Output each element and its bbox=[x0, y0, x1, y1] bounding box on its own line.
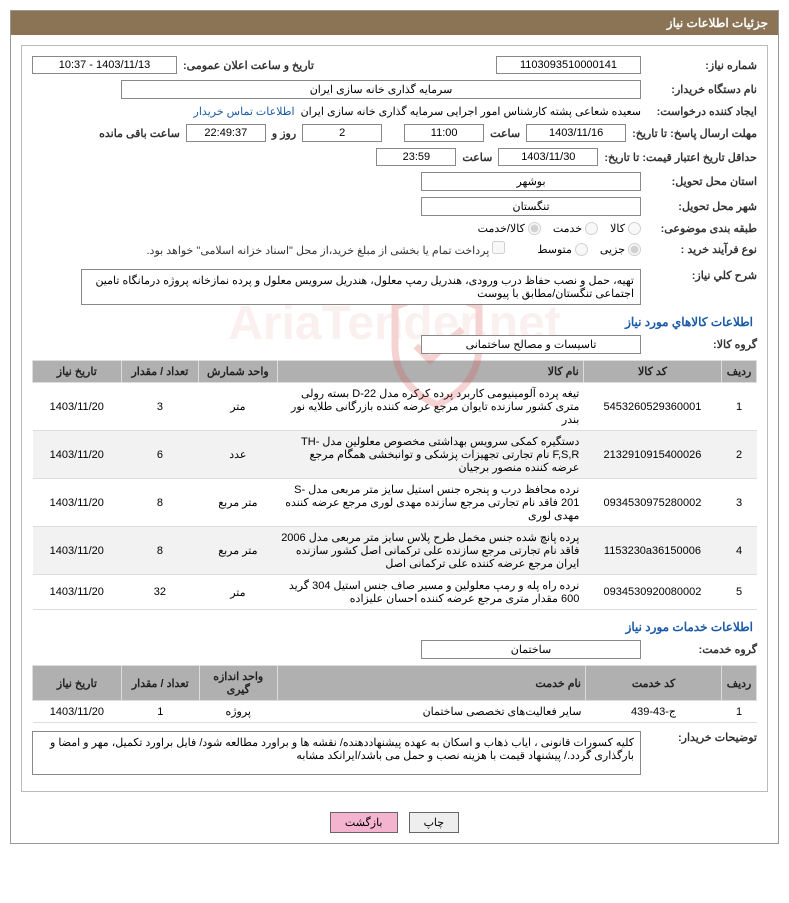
th-qty: تعداد / مقدار bbox=[121, 361, 199, 383]
th-idx: رديف bbox=[722, 361, 757, 383]
label-hour1: ساعت bbox=[490, 127, 520, 140]
label-buyer-desc: توضیحات خریدار: bbox=[647, 731, 757, 744]
field-goods-group: تاسیسات و مصالح ساختمانی bbox=[421, 335, 641, 354]
field-city: تنگستان bbox=[421, 197, 641, 216]
goods-table: رديف کد کالا نام کالا واحد شمارش تعداد /… bbox=[32, 360, 757, 610]
field-service-group: ساختمان bbox=[421, 640, 641, 659]
label-valid: حداقل تاریخ اعتبار قیمت: تا تاریخ: bbox=[604, 151, 757, 164]
window-title: جزئیات اطلاعات نیاز bbox=[11, 11, 778, 35]
th-ndate: تاریخ نیاز bbox=[33, 361, 122, 383]
field-deadline-time: 11:00 bbox=[404, 124, 484, 142]
table-row: 15453260529360001تیغه پرده آلومینیومی کا… bbox=[33, 383, 757, 431]
process-radios: جزیی متوسط bbox=[537, 243, 641, 256]
field-timer: 22:49:37 bbox=[186, 124, 266, 142]
th-scode: کد خدمت bbox=[585, 666, 721, 701]
field-days: 2 bbox=[302, 124, 382, 142]
field-announce-dt: 1403/11/13 - 10:37 bbox=[32, 56, 177, 74]
label-city: شهر محل تحویل: bbox=[647, 200, 757, 213]
services-table: رديف کد خدمت نام خدمت واحد اندازه گیری ت… bbox=[32, 665, 757, 723]
table-row: 1ج-43-439سایر فعالیت‌های تخصصی ساختمانپر… bbox=[33, 701, 757, 723]
field-state: بوشهر bbox=[421, 172, 641, 191]
radio-medium[interactable]: متوسط bbox=[537, 243, 588, 256]
label-creator: ایجاد کننده درخواست: bbox=[647, 105, 757, 118]
field-creator: سعیده شعاعی پشته کارشناس امور اجرایی سرم… bbox=[301, 105, 641, 118]
table-row: 41153230a36150006پرده پانچ شده جنس مخمل … bbox=[33, 527, 757, 575]
buyer-contact-link[interactable]: اطلاعات تماس خریدار bbox=[194, 105, 295, 118]
th-sname: نام خدمت bbox=[277, 666, 585, 701]
field-deadline-date: 1403/11/16 bbox=[526, 124, 626, 142]
label-service-group: گروه خدمت: bbox=[647, 643, 757, 656]
field-org: سرمایه گذاری خانه سازی ایران bbox=[121, 80, 641, 99]
th-sndate: تاریخ نیاز bbox=[33, 666, 122, 701]
section-goods: اطلاعات کالاهاي مورد نياز bbox=[36, 315, 753, 329]
label-goods-group: گروه کالا: bbox=[647, 338, 757, 351]
label-deadline: مهلت ارسال پاسخ: تا تاریخ: bbox=[632, 127, 757, 140]
field-valid-time: 23:59 bbox=[376, 148, 456, 166]
label-state: استان محل تحویل: bbox=[647, 175, 757, 188]
th-sqty: تعداد / مقدار bbox=[121, 666, 199, 701]
radio-partial[interactable]: جزیی bbox=[600, 243, 641, 256]
field-description: تهیه، حمل و نصب حفاظ درب ورودی، هندریل ر… bbox=[81, 269, 641, 305]
label-org: نام دستگاه خریدار: bbox=[647, 83, 757, 96]
label-remain: ساعت باقی مانده bbox=[99, 127, 180, 140]
label-classification: طبقه بندی موضوعی: bbox=[647, 222, 757, 235]
classification-radios: کالا خدمت کالا/خدمت bbox=[478, 222, 641, 235]
label-days-and: روز و bbox=[272, 127, 296, 140]
section-services: اطلاعات خدمات مورد نیاز bbox=[36, 620, 753, 634]
th-unit: واحد شمارش bbox=[199, 361, 277, 383]
label-description: شرح کلي نياز: bbox=[647, 269, 757, 282]
radio-service[interactable]: خدمت bbox=[553, 222, 598, 235]
label-need-no: شماره نیاز: bbox=[647, 59, 757, 72]
islamic-treasury-check[interactable]: پرداخت تمام یا بخشی از مبلغ خرید،از محل … bbox=[146, 241, 505, 257]
th-munit: واحد اندازه گیری bbox=[199, 666, 277, 701]
field-buyer-desc: کلیه کسورات قانونی ، ایاب ذهاب و اسکان ب… bbox=[32, 731, 641, 775]
label-hour2: ساعت bbox=[462, 151, 492, 164]
table-row: 50934530920080002نرده راه پله و رمپ معلو… bbox=[33, 575, 757, 610]
field-need-no: 1103093510000141 bbox=[496, 56, 641, 74]
print-button[interactable]: چاپ bbox=[409, 812, 460, 833]
table-row: 22132910915400026دستگیره کمکی سرویس بهدا… bbox=[33, 431, 757, 479]
th-gname: نام کالا bbox=[277, 361, 583, 383]
radio-goods[interactable]: کالا bbox=[610, 222, 641, 235]
radio-both[interactable]: کالا/خدمت bbox=[478, 222, 541, 235]
label-process: نوع فرآیند خرید : bbox=[647, 243, 757, 256]
table-row: 30934530975280002نرده محافظ درب و پنجره … bbox=[33, 479, 757, 527]
th-gcode: کد کالا bbox=[583, 361, 721, 383]
field-valid-date: 1403/11/30 bbox=[498, 148, 598, 166]
label-announce-dt: تاریخ و ساعت اعلان عمومی: bbox=[183, 59, 314, 72]
th-sidx: رديف bbox=[722, 666, 757, 701]
back-button[interactable]: بازگشت bbox=[330, 812, 398, 833]
